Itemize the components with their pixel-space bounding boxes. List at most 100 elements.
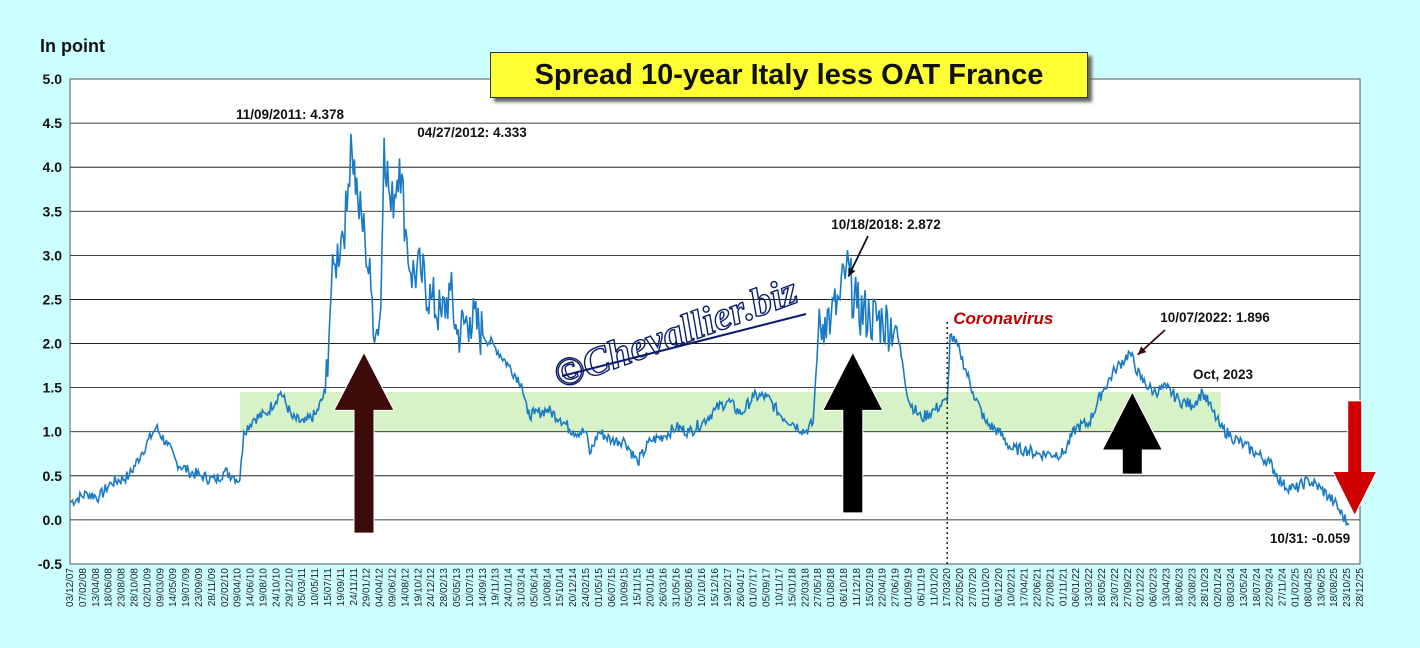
x-tick-label: 01/05/15 [594, 568, 605, 607]
x-tick-label: 13/05/24 [1239, 568, 1250, 607]
x-tick-label: 09/06/12 [388, 568, 399, 607]
x-tick-label: 06/07/15 [607, 568, 618, 607]
x-tick-label: 20/01/16 [646, 568, 657, 607]
x-tick-label: 03/12/07 [65, 568, 76, 607]
x-tick-label: 19/08/10 [259, 568, 270, 607]
x-tick-label: 24/12/12 [426, 568, 437, 607]
x-tick-label: 27/11/24 [1278, 568, 1289, 607]
data-annotation: 10/18/2018: 2.872 [831, 217, 941, 232]
x-tick-label: 18/08/25 [1329, 568, 1340, 607]
x-tick-label: 28/11/09 [207, 568, 218, 607]
x-tick-label: 01/09/19 [904, 568, 915, 607]
big-arrow-up [821, 351, 884, 514]
x-tick-label: 13/06/25 [1316, 568, 1327, 607]
x-tick-label: 19/10/12 [413, 568, 424, 607]
x-tick-label: 19/09/11 [336, 568, 347, 607]
x-tick-label: 01/08/18 [826, 568, 837, 607]
big-arrow-up [1101, 390, 1164, 475]
x-tick-label: 23/08/08 [117, 568, 128, 607]
x-tick-label: 22/04/19 [878, 568, 889, 607]
x-tick-label: 27/05/18 [813, 568, 824, 607]
x-tick-label: 05/05/13 [452, 568, 463, 607]
x-tick-label: 28/10/08 [130, 568, 141, 607]
x-tick-label: 06/12/20 [994, 568, 1005, 607]
y-tick-label: 5.0 [43, 71, 63, 87]
x-tick-label: 05/03/11 [297, 568, 308, 607]
big-arrow-up [333, 351, 395, 534]
data-annotation: 10/07/2022: 1.896 [1160, 310, 1270, 325]
x-tick-label: 23/10/25 [1342, 568, 1353, 607]
x-tick-label: 14/09/13 [478, 568, 489, 607]
x-tick-label: 04/04/12 [375, 568, 386, 607]
data-annotation: Oct, 2023 [1193, 367, 1254, 382]
x-tick-label: 09/04/10 [233, 568, 244, 607]
x-tick-label: 18/06/23 [1174, 568, 1185, 607]
x-tick-label: 23/09/09 [194, 568, 205, 607]
x-tick-label: 31/03/14 [517, 568, 528, 607]
watermark-underline [561, 313, 807, 377]
x-tick-label: 10/10/16 [697, 568, 708, 607]
x-tick-label: 08/04/25 [1303, 568, 1314, 607]
x-tick-label: 23/08/23 [1187, 568, 1198, 607]
x-tick-label: 24/01/14 [504, 568, 515, 607]
x-tick-label: 27/07/20 [968, 568, 979, 607]
x-tick-label: 22/05/20 [955, 568, 966, 607]
x-tick-label: 01/11/21 [1058, 568, 1069, 607]
x-tick-label: 22/03/18 [800, 568, 811, 607]
pointer-arrow-2018-head [848, 267, 856, 277]
x-tick-label: 06/10/18 [839, 568, 850, 607]
x-tick-label: 19/02/17 [723, 568, 734, 607]
x-tick-label: 02/02/10 [220, 568, 231, 607]
x-tick-label: 13/04/08 [91, 568, 102, 607]
x-tick-label: 05/09/17 [762, 568, 773, 607]
x-tick-label: 01/07/17 [749, 568, 760, 607]
x-tick-label: 09/03/09 [155, 568, 166, 607]
y-tick-label: 2.5 [43, 291, 63, 307]
x-tick-label: 27/08/21 [1045, 568, 1056, 607]
x-tick-label: 27/09/22 [1123, 568, 1134, 607]
x-tick-label: 29/12/10 [284, 568, 295, 607]
x-tick-label: 10/09/15 [620, 568, 631, 607]
data-annotation: 04/27/2012: 4.333 [417, 125, 527, 140]
x-tick-label: 24/11/11 [349, 568, 360, 606]
x-tick-label: 07/02/08 [78, 568, 89, 607]
x-tick-label: 11/12/18 [852, 568, 863, 607]
x-tick-label: 24/10/10 [271, 568, 282, 607]
x-tick-label: 11/01/20 [929, 568, 940, 607]
x-tick-label: 10/05/11 [310, 568, 321, 607]
x-tick-label: 15/07/11 [323, 568, 334, 607]
y-tick-label: 1.0 [43, 424, 63, 440]
x-tick-label: 02/01/24 [1213, 568, 1224, 607]
pointer-arrow-2022-head [1137, 346, 1147, 355]
x-tick-label: 15/11/15 [633, 568, 644, 607]
x-tick-label: 17/04/21 [1020, 568, 1031, 607]
x-tick-label: 10/08/14 [542, 568, 553, 607]
x-tick-label: 14/08/12 [400, 568, 411, 607]
x-tick-label: 26/03/16 [658, 568, 669, 607]
data-annotation: 11/09/2011: 4.378 [236, 107, 345, 122]
y-axis-unit-label: In point [40, 36, 105, 56]
x-tick-label: 19/07/09 [181, 568, 192, 607]
y-tick-label: 2.0 [43, 336, 63, 352]
x-tick-label: 22/09/24 [1265, 568, 1276, 607]
y-tick-label: 4.5 [43, 115, 63, 131]
x-tick-label: 26/04/17 [736, 568, 747, 607]
x-tick-label: 15/12/16 [710, 568, 721, 607]
x-tick-label: 17/03/20 [942, 568, 953, 607]
x-tick-label: 02/12/22 [1136, 568, 1147, 607]
y-tick-label: 0.0 [43, 512, 63, 528]
chart-title: Spread 10-year Italy less OAT France [490, 52, 1088, 98]
x-tick-label: 13/04/23 [1162, 568, 1173, 607]
x-tick-label: 01/02/25 [1291, 568, 1302, 607]
x-tick-label: 31/05/16 [671, 568, 682, 607]
x-tick-label: 18/07/24 [1252, 568, 1263, 607]
plot-area [70, 79, 1360, 564]
x-tick-label: 14/05/09 [168, 568, 179, 607]
x-tick-label: 24/02/15 [581, 568, 592, 607]
x-tick-label: 10/02/21 [1007, 568, 1018, 607]
x-tick-label: 10/07/13 [465, 568, 476, 607]
x-tick-label: 02/01/09 [142, 568, 153, 607]
event-label-covid: Coronavirus [953, 309, 1053, 328]
x-tick-label: 06/01/22 [1071, 568, 1082, 607]
